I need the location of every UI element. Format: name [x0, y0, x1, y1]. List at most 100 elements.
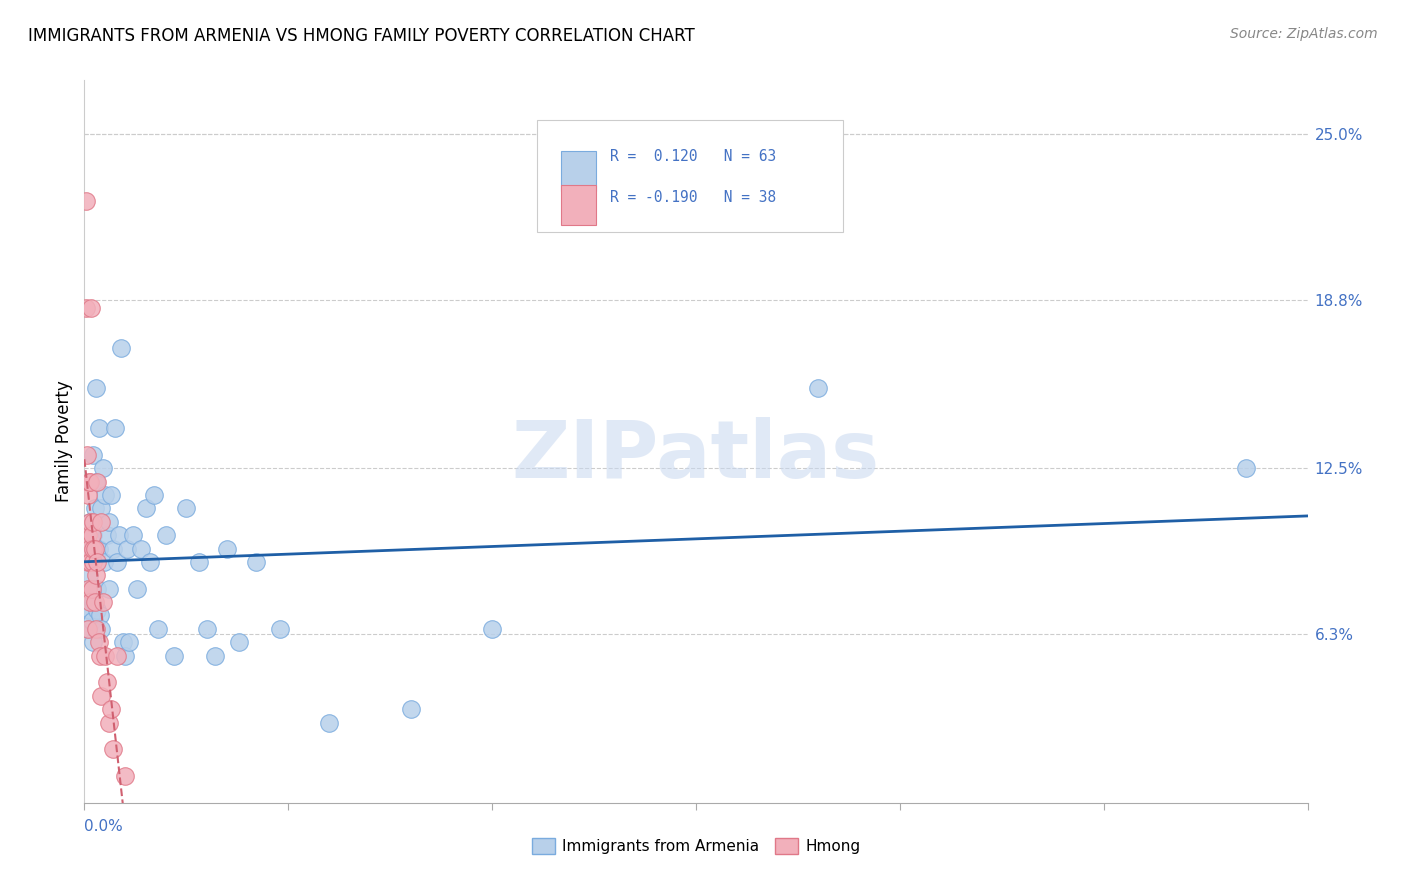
Point — [80, 555, 103, 569]
Point — [79, 475, 101, 489]
Point — [79, 603, 101, 617]
Point — [101, 541, 124, 556]
Point — [83, 595, 105, 609]
Point — [135, 501, 157, 516]
Point — [110, 341, 132, 355]
Point — [112, 635, 135, 649]
Point — [83, 541, 105, 556]
Text: R = -0.190   N = 38: R = -0.190 N = 38 — [610, 190, 776, 205]
Point — [93, 555, 115, 569]
Point — [97, 515, 120, 529]
Point — [100, 488, 122, 502]
Point — [77, 541, 100, 556]
Point — [131, 541, 153, 556]
Point — [84, 622, 107, 636]
Point — [115, 541, 138, 556]
Point — [83, 501, 105, 516]
Point — [90, 689, 112, 703]
Point — [91, 595, 114, 609]
Point — [79, 515, 101, 529]
Point — [105, 555, 128, 569]
Legend: Immigrants from Armenia, Hmong: Immigrants from Armenia, Hmong — [526, 832, 866, 860]
Point — [82, 448, 104, 462]
Point — [114, 648, 136, 663]
Point — [82, 555, 104, 569]
Point — [195, 622, 218, 636]
Point — [79, 555, 101, 569]
Point — [187, 555, 209, 569]
Point — [97, 715, 120, 730]
Point — [77, 622, 100, 636]
Point — [245, 555, 267, 569]
Point — [807, 381, 830, 395]
Point — [118, 635, 141, 649]
Point — [77, 475, 100, 489]
Point — [481, 622, 503, 636]
Point — [142, 488, 165, 502]
Point — [77, 568, 100, 582]
Point — [89, 648, 111, 663]
Point — [174, 501, 197, 516]
Point — [82, 528, 104, 542]
Point — [76, 541, 98, 556]
Point — [269, 622, 291, 636]
Point — [77, 528, 100, 542]
Y-axis label: Family Poverty: Family Poverty — [55, 381, 73, 502]
Point — [108, 528, 131, 542]
Point — [104, 421, 127, 435]
Point — [90, 515, 112, 529]
Text: R =  0.120   N = 63: R = 0.120 N = 63 — [610, 149, 776, 164]
Point — [96, 675, 118, 690]
Point — [79, 595, 101, 609]
Point — [79, 515, 101, 529]
Point — [84, 568, 107, 582]
Point — [77, 603, 100, 617]
Point — [146, 622, 169, 636]
Point — [122, 528, 145, 542]
Point — [82, 635, 104, 649]
FancyBboxPatch shape — [537, 120, 842, 232]
Point — [84, 475, 107, 489]
Point — [80, 301, 103, 315]
Point — [90, 622, 112, 636]
Point — [138, 555, 160, 569]
Bar — [561, 186, 596, 225]
Text: ZIPatlas: ZIPatlas — [512, 417, 880, 495]
Point — [1236, 461, 1258, 475]
Point — [82, 541, 104, 556]
Point — [82, 515, 104, 529]
Point — [90, 501, 112, 516]
Point — [204, 648, 226, 663]
Point — [86, 475, 108, 489]
Point — [75, 194, 97, 208]
Point — [105, 648, 128, 663]
Point — [80, 528, 103, 542]
Point — [101, 742, 124, 756]
Point — [318, 715, 340, 730]
Point — [114, 769, 136, 783]
Point — [93, 488, 115, 502]
Point — [77, 555, 100, 569]
Point — [77, 582, 100, 596]
Point — [97, 582, 120, 596]
Point — [89, 608, 111, 623]
Point — [75, 301, 97, 315]
Point — [76, 488, 98, 502]
Point — [100, 702, 122, 716]
Point — [86, 582, 108, 596]
Text: 0.0%: 0.0% — [84, 819, 124, 834]
Point — [84, 381, 107, 395]
Point — [91, 461, 114, 475]
Point — [76, 582, 98, 596]
Text: Source: ZipAtlas.com: Source: ZipAtlas.com — [1230, 27, 1378, 41]
Point — [399, 702, 422, 716]
Point — [83, 541, 105, 556]
Point — [217, 541, 239, 556]
Point — [155, 528, 177, 542]
Point — [77, 622, 100, 636]
Point — [127, 582, 149, 596]
Point — [87, 635, 110, 649]
Point — [163, 648, 186, 663]
Point — [87, 421, 110, 435]
Text: IMMIGRANTS FROM ARMENIA VS HMONG FAMILY POVERTY CORRELATION CHART: IMMIGRANTS FROM ARMENIA VS HMONG FAMILY … — [28, 27, 695, 45]
